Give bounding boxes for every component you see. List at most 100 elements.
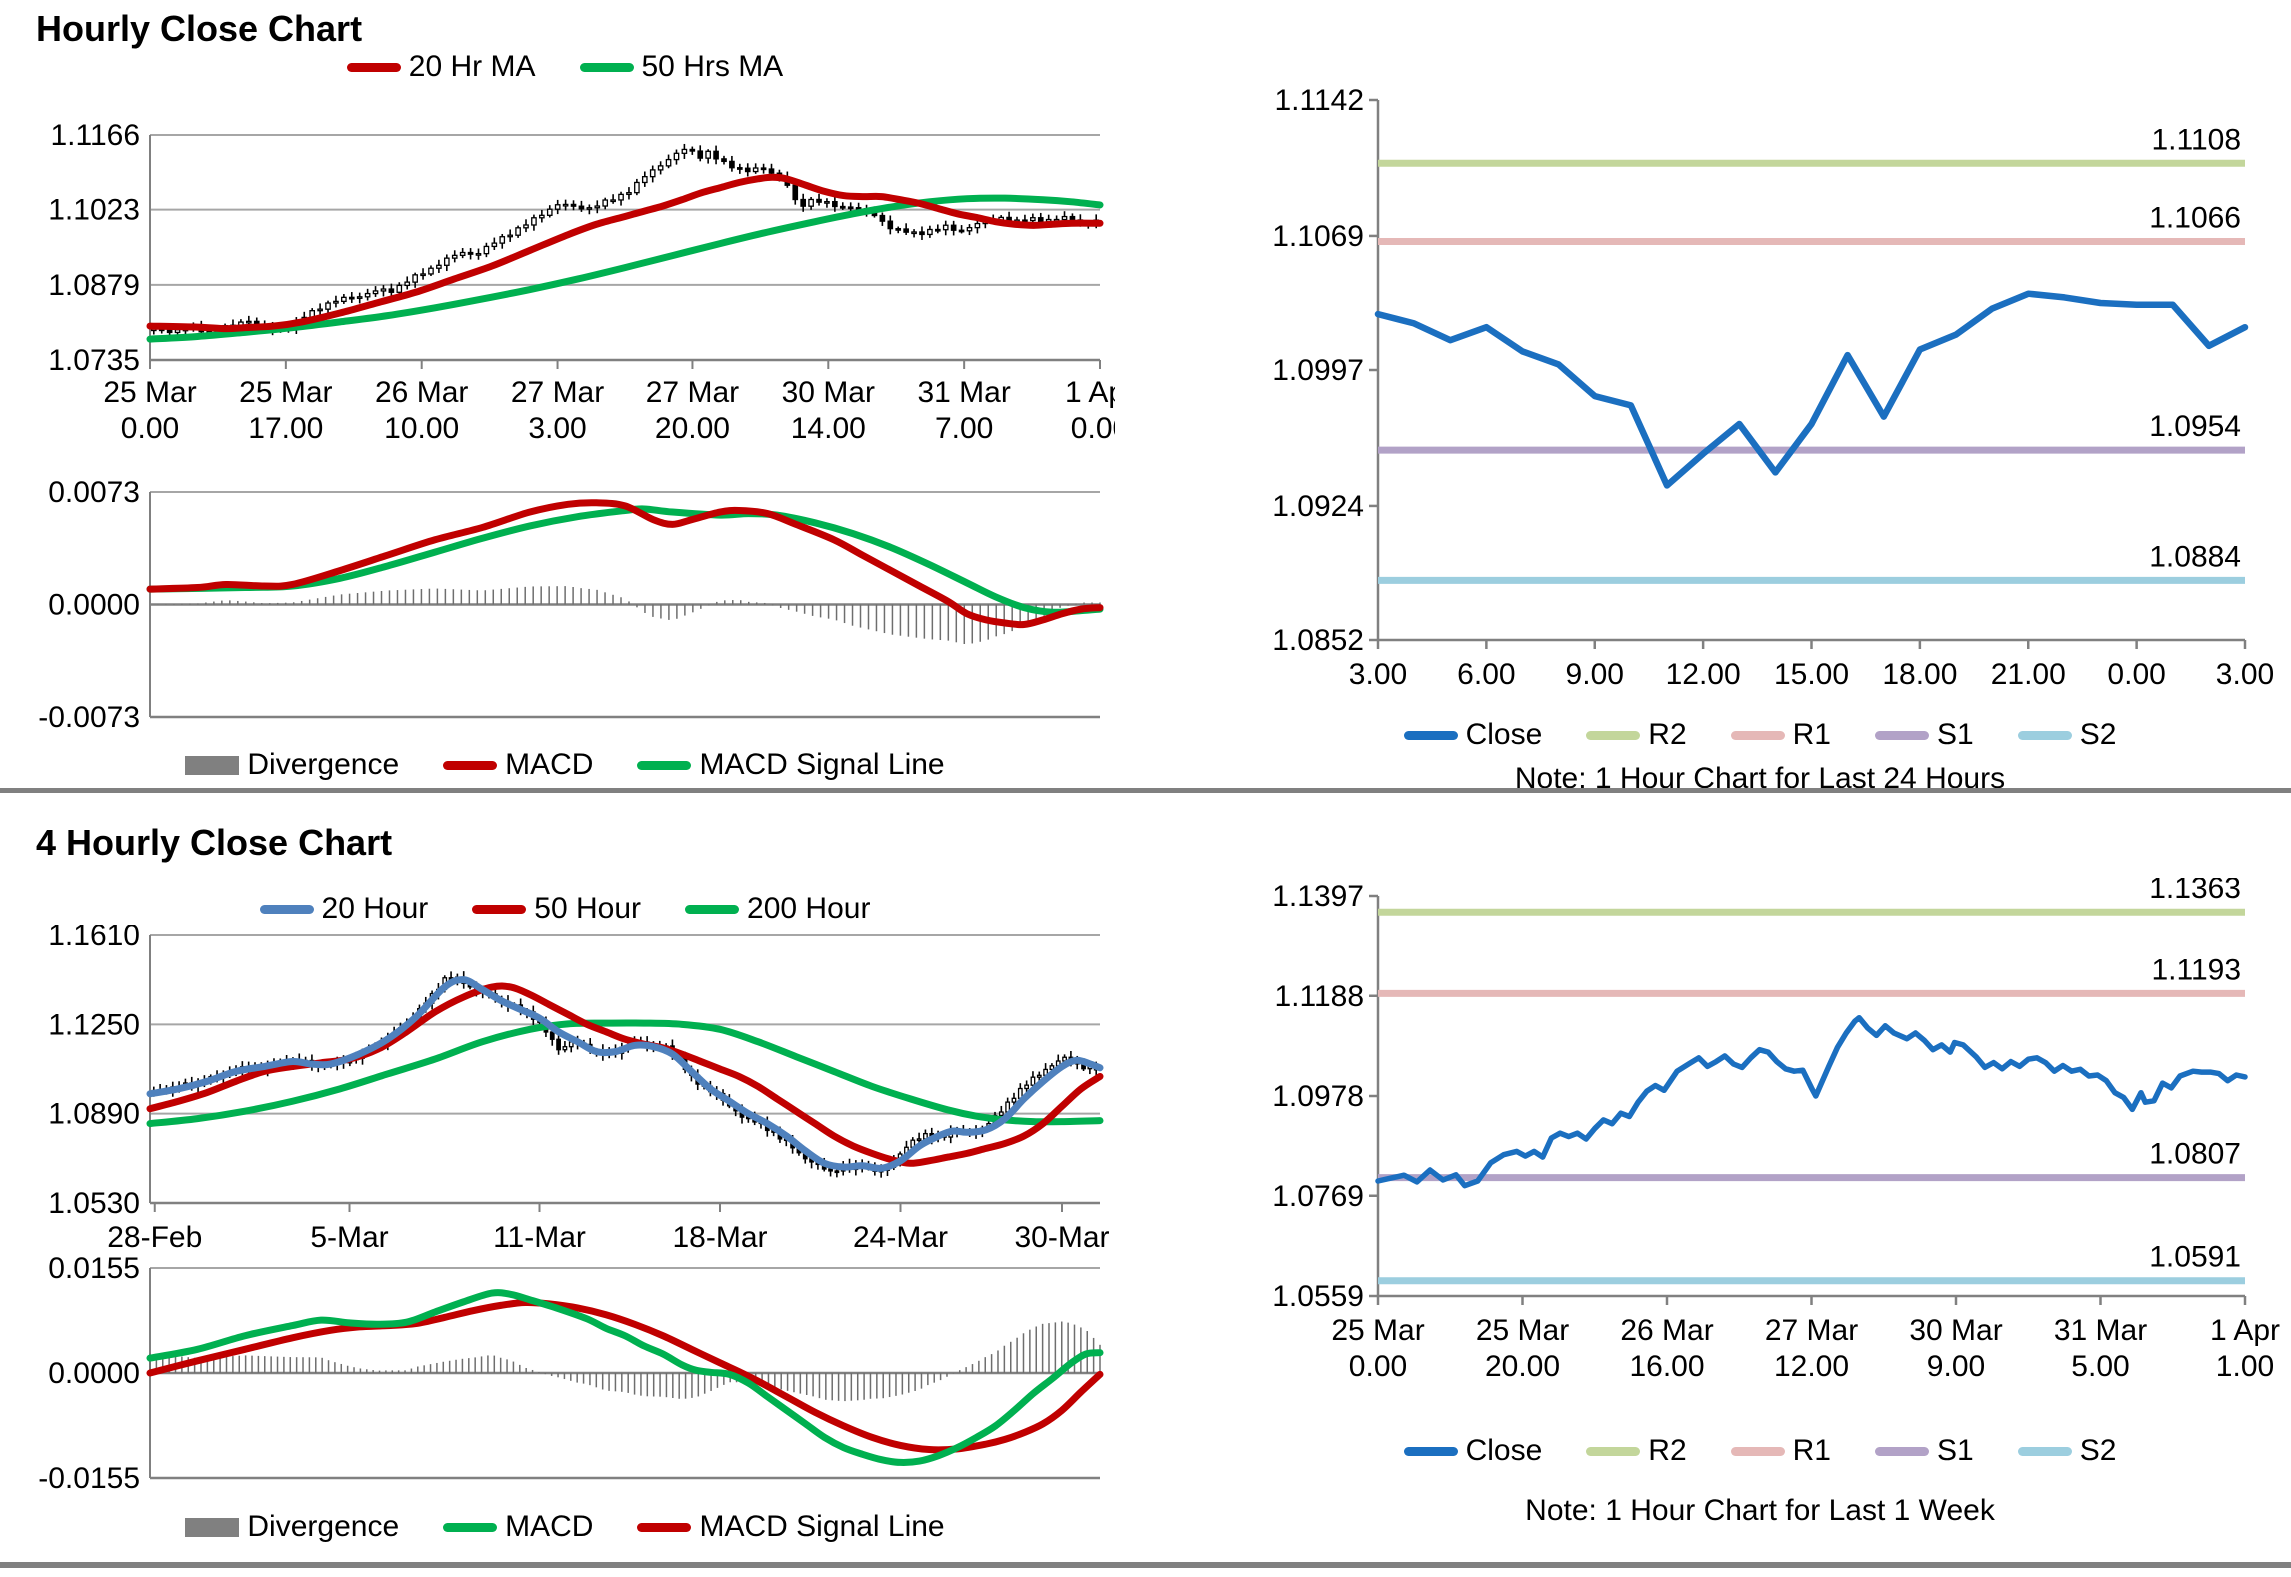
legend-item-macd: MACD bbox=[443, 1510, 593, 1544]
legend-item-s1: S1 bbox=[1875, 1434, 1974, 1468]
legend-item-s2: S2 bbox=[2017, 1434, 2117, 1468]
svg-text:0.0073: 0.0073 bbox=[48, 476, 140, 509]
legend-label: MACD bbox=[505, 748, 594, 781]
svg-text:1.0852: 1.0852 bbox=[1272, 624, 1364, 657]
svg-text:-0.0073: -0.0073 bbox=[38, 701, 140, 734]
legend-item-r1: R1 bbox=[1730, 718, 1831, 752]
svg-text:27 Mar: 27 Mar bbox=[511, 376, 604, 409]
legend-item-r1: R1 bbox=[1730, 1434, 1831, 1468]
pivot-24h-legend: Close R2 R1 S1 S2 bbox=[1260, 718, 2260, 752]
legend-label: 200 Hour bbox=[747, 892, 871, 925]
svg-text:1.1610: 1.1610 bbox=[48, 925, 140, 952]
svg-text:11-Mar: 11-Mar bbox=[493, 1221, 586, 1250]
svg-text:3.00: 3.00 bbox=[528, 412, 586, 445]
svg-text:14.00: 14.00 bbox=[791, 412, 866, 445]
svg-text:20.00: 20.00 bbox=[1485, 1350, 1560, 1383]
legend-swatch-icon bbox=[1403, 730, 1458, 740]
legend-label: 50 Hour bbox=[534, 892, 642, 925]
legend-swatch-icon bbox=[1875, 730, 1929, 740]
svg-text:1.0978: 1.0978 bbox=[1272, 1080, 1364, 1113]
svg-text:26 Mar: 26 Mar bbox=[1620, 1314, 1713, 1347]
pivot-24h-chart: 1.1142 1.1069 1.0997 1.0924 1.0852 3.00 6.00 9.… bbox=[1200, 75, 2291, 720]
svg-text:31 Mar: 31 Mar bbox=[2054, 1314, 2147, 1347]
svg-text:30-Mar: 30-Mar bbox=[1014, 1221, 1109, 1250]
svg-text:9.00: 9.00 bbox=[1566, 658, 1624, 691]
pivot-week-legend: Close R2 R1 S1 S2 bbox=[1260, 1434, 2260, 1468]
svg-text:5.00: 5.00 bbox=[2071, 1350, 2129, 1383]
svg-text:20.00: 20.00 bbox=[655, 412, 730, 445]
legend-label: Divergence bbox=[247, 1510, 400, 1543]
legend-label: 20 Hour bbox=[321, 892, 429, 925]
legend-label: S2 bbox=[2079, 718, 2117, 751]
svg-text:9.00: 9.00 bbox=[1927, 1350, 1985, 1383]
legend-label: R1 bbox=[1792, 718, 1831, 751]
svg-text:1.1250: 1.1250 bbox=[48, 1008, 140, 1041]
legend-swatch-icon bbox=[472, 904, 527, 914]
legend-label: R1 bbox=[1792, 1434, 1831, 1467]
legend-label: S1 bbox=[1937, 718, 1974, 751]
svg-text:1.1397: 1.1397 bbox=[1272, 880, 1364, 913]
svg-text:10.00: 10.00 bbox=[384, 412, 459, 445]
legend-label: S2 bbox=[2079, 1434, 2117, 1467]
svg-text:1.0890: 1.0890 bbox=[48, 1098, 140, 1131]
pivot-week-chart: 1.1397 1.1188 1.0978 1.0769 1.0559 25 Mar 0.00… bbox=[1200, 872, 2291, 1433]
legend-swatch-icon bbox=[1586, 1446, 1641, 1456]
svg-text:27 Mar: 27 Mar bbox=[1765, 1314, 1858, 1347]
four-hourly-close-chart: 1.1610 1.1250 1.0890 1.0530 28-Feb 5-Mar 11-Ma… bbox=[30, 919, 1115, 1255]
svg-text:1.0530: 1.0530 bbox=[48, 1187, 140, 1220]
legend-swatch-icon bbox=[1730, 1446, 1785, 1456]
legend-item-s1: S1 bbox=[1875, 718, 1974, 752]
svg-text:18-Mar: 18-Mar bbox=[672, 1221, 767, 1250]
legend-swatch-icon bbox=[1730, 730, 1785, 740]
svg-text:15.00: 15.00 bbox=[1774, 658, 1849, 691]
legend-item-200-hour: 200 Hour bbox=[685, 892, 870, 926]
legend-item-s2: S2 bbox=[2017, 718, 2117, 752]
legend-item-close: Close bbox=[1403, 718, 1543, 752]
svg-text:1.0807: 1.0807 bbox=[2149, 1138, 2241, 1171]
svg-text:12.00: 12.00 bbox=[1774, 1350, 1849, 1383]
svg-text:0.00: 0.00 bbox=[121, 412, 179, 445]
legend-label: Close bbox=[1465, 718, 1543, 751]
svg-text:26 Mar: 26 Mar bbox=[375, 376, 468, 409]
bottom-divider bbox=[0, 1562, 2291, 1568]
legend-item-macd-signal-line: MACD Signal Line bbox=[637, 1510, 945, 1544]
legend-swatch-icon bbox=[2017, 730, 2072, 740]
legend-item-r2: R2 bbox=[1586, 1434, 1687, 1468]
svg-text:31 Mar: 31 Mar bbox=[917, 376, 1010, 409]
svg-text:17.00: 17.00 bbox=[248, 412, 323, 445]
svg-text:27 Mar: 27 Mar bbox=[646, 376, 739, 409]
svg-text:1.0924: 1.0924 bbox=[1272, 490, 1364, 523]
svg-text:1.0559: 1.0559 bbox=[1272, 1280, 1364, 1313]
four-hourly-macd-legend: Divergence MACD MACD Signal Line bbox=[100, 1510, 1030, 1544]
svg-text:3.00: 3.00 bbox=[1349, 658, 1407, 691]
four-hourly-close-chart-title: 4 Hourly Close Chart bbox=[36, 822, 393, 863]
svg-text:0.00: 0.00 bbox=[1349, 1350, 1407, 1383]
svg-text:1.1108: 1.1108 bbox=[2151, 123, 2241, 156]
svg-text:0.00: 0.00 bbox=[1071, 412, 1115, 445]
legend-swatch-icon bbox=[579, 62, 634, 72]
svg-text:1.00: 1.00 bbox=[2216, 1350, 2274, 1383]
legend-item-20-hour: 20 Hour bbox=[259, 892, 429, 926]
legend-item-20-hr-ma: 20 Hr MA bbox=[346, 50, 536, 84]
svg-text:25 Mar: 25 Mar bbox=[239, 376, 332, 409]
svg-text:1.1069: 1.1069 bbox=[1272, 220, 1364, 253]
svg-text:1.0997: 1.0997 bbox=[1272, 354, 1364, 387]
four-hourly-ma-legend: 20 Hour 50 Hour 200 Hour bbox=[100, 892, 1030, 926]
hourly-macd-legend: Divergence MACD MACD Signal Line bbox=[100, 748, 1030, 782]
svg-text:-0.0155: -0.0155 bbox=[38, 1462, 140, 1495]
svg-text:1.1188: 1.1188 bbox=[1274, 980, 1364, 1013]
svg-text:25 Mar: 25 Mar bbox=[103, 376, 196, 409]
four-hourly-macd-chart: 0.0155 0.0000 -0.0155 bbox=[30, 1252, 1115, 1507]
legend-swatch-icon bbox=[443, 760, 498, 770]
legend-label: R2 bbox=[1648, 1434, 1687, 1467]
svg-text:12.00: 12.00 bbox=[1666, 658, 1741, 691]
svg-text:1.1066: 1.1066 bbox=[2149, 202, 2241, 235]
legend-swatch-icon bbox=[346, 62, 401, 72]
svg-text:0.0155: 0.0155 bbox=[48, 1252, 140, 1285]
hourly-ma-legend: 20 Hr MA 50 Hrs MA bbox=[100, 50, 1030, 84]
svg-text:30 Mar: 30 Mar bbox=[782, 376, 875, 409]
svg-text:18.00: 18.00 bbox=[1882, 658, 1957, 691]
svg-text:24-Mar: 24-Mar bbox=[853, 1221, 948, 1250]
legend-swatch-icon bbox=[259, 904, 314, 914]
svg-text:1.0884: 1.0884 bbox=[2149, 540, 2241, 573]
